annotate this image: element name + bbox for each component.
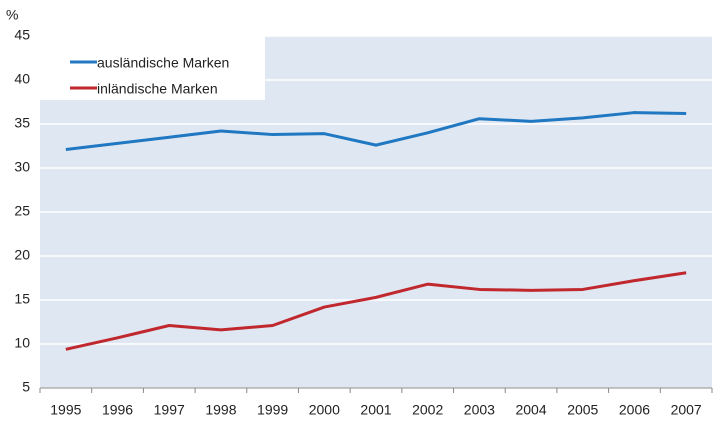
x-tick-label: 1995	[50, 402, 81, 418]
y-tick-label: 20	[14, 247, 30, 263]
x-tick-label: 1998	[205, 402, 236, 418]
y-tick-label: 45	[14, 27, 30, 43]
y-tick-label: 30	[14, 159, 30, 175]
x-tick-label: 2001	[360, 402, 391, 418]
x-tick-label: 2004	[515, 402, 546, 418]
y-axis-label: %	[6, 7, 18, 23]
x-tick-label: 2000	[309, 402, 340, 418]
x-tick-label: 1999	[257, 402, 288, 418]
series-line	[65, 271, 687, 351]
x-tick-label: 1997	[154, 402, 185, 418]
y-tick-label: 40	[14, 71, 30, 87]
x-tick-label: 2007	[671, 402, 702, 418]
y-tick-label: 15	[14, 291, 30, 307]
x-tick-label: 1996	[102, 402, 133, 418]
y-tick-label: 35	[14, 115, 30, 131]
series-line	[65, 111, 687, 152]
y-tick-label: 5	[22, 379, 30, 395]
legend-label: ausländische Marken	[97, 55, 229, 71]
y-tick-label: 25	[14, 203, 30, 219]
y-tick-label: 10	[14, 335, 30, 351]
x-tick-label: 2005	[567, 402, 598, 418]
legend-label: inländische Marken	[97, 81, 218, 97]
x-tick-label: 2003	[464, 402, 495, 418]
x-tick-label: 2002	[412, 402, 443, 418]
x-tick-label: 2006	[619, 402, 650, 418]
